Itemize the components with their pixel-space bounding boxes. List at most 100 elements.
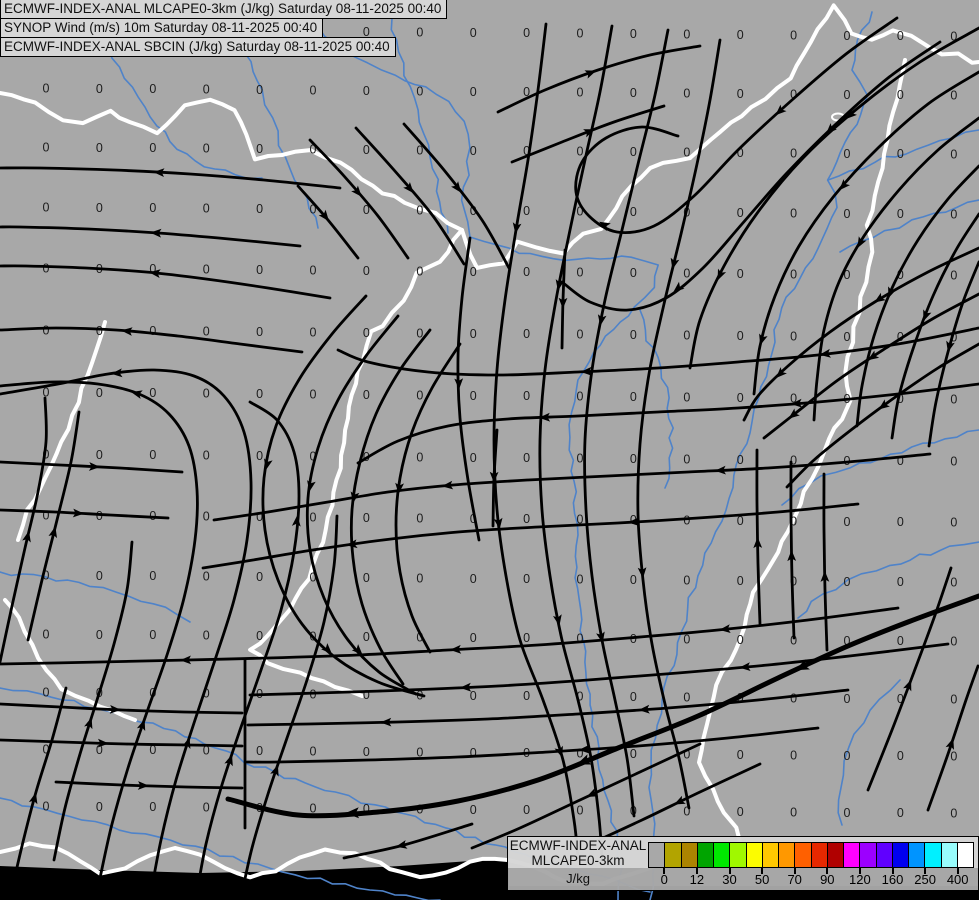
station-value-label: 0 bbox=[363, 511, 370, 525]
wind-streamline-path bbox=[8, 686, 68, 900]
streamline-arrowhead bbox=[845, 108, 857, 119]
streamline-arrowhead bbox=[72, 508, 84, 518]
legend-swatch bbox=[649, 843, 665, 867]
station-value-label: 0 bbox=[897, 147, 904, 161]
station-value-label: 0 bbox=[149, 386, 156, 400]
legend-swatch bbox=[778, 843, 795, 867]
legend-tick-label: 12 bbox=[689, 872, 705, 887]
station-value-label: 0 bbox=[256, 263, 263, 277]
streamline-arrowhead bbox=[553, 614, 562, 626]
streamline-arrowhead bbox=[449, 644, 462, 654]
wind-streamline-path bbox=[248, 642, 950, 697]
station-value-label: 0 bbox=[43, 140, 50, 154]
station-value-label: 0 bbox=[256, 83, 263, 97]
wind-streamline-path bbox=[212, 452, 932, 522]
station-value-label: 0 bbox=[310, 450, 317, 464]
streamline-arrowhead bbox=[903, 679, 912, 692]
station-value-label: 0 bbox=[363, 25, 370, 39]
station-value-label: 0 bbox=[577, 632, 584, 646]
streamline-arrowhead bbox=[819, 348, 831, 358]
station-value-label: 0 bbox=[149, 82, 156, 96]
outside-domain-region bbox=[0, 860, 509, 900]
station-value-label: 0 bbox=[844, 575, 851, 589]
station-value-label: 0 bbox=[470, 85, 477, 99]
streamline-arrowhead bbox=[945, 738, 954, 750]
station-value-label: 0 bbox=[363, 802, 370, 816]
streamline-arrowhead bbox=[878, 399, 890, 410]
station-value-label: 0 bbox=[149, 569, 156, 583]
wind-streamline-path bbox=[785, 342, 979, 489]
station-value-label: 0 bbox=[96, 743, 103, 757]
legend-swatch bbox=[891, 843, 908, 867]
streamline-arrowhead bbox=[454, 378, 464, 390]
station-value-label: 0 bbox=[96, 141, 103, 155]
station-value-label: 0 bbox=[363, 388, 370, 402]
streamline-arrowhead bbox=[489, 471, 499, 483]
station-value-label: 0 bbox=[790, 514, 797, 528]
station-value-label: 0 bbox=[630, 690, 637, 704]
river-path bbox=[837, 679, 901, 826]
station-value-label: 0 bbox=[737, 514, 744, 528]
station-value-label: 0 bbox=[844, 88, 851, 102]
station-value-label: 0 bbox=[363, 84, 370, 98]
legend-swatch bbox=[696, 843, 713, 867]
title-line-sbcin: ECMWF-INDEX-ANAL SBCIN (J/kg) Saturday 0… bbox=[0, 37, 396, 57]
streamline-arrowhead bbox=[307, 480, 316, 492]
station-value-label: 0 bbox=[844, 515, 851, 529]
station-value-label: 0 bbox=[203, 325, 210, 339]
station-value-label: 0 bbox=[310, 571, 317, 585]
station-value-label: 0 bbox=[523, 85, 530, 99]
station-value-label: 0 bbox=[844, 330, 851, 344]
station-value-label: 0 bbox=[950, 807, 957, 821]
streamline-arrowhead bbox=[673, 281, 685, 293]
wind-streamline-path bbox=[574, 16, 899, 235]
station-value-label: 0 bbox=[737, 453, 744, 467]
color-legend: ECMWF-INDEX-ANAL MLCAPE0-3km J/kg 0 12 30 5… bbox=[507, 836, 979, 891]
legend-swatch bbox=[810, 843, 827, 867]
station-value-label: 0 bbox=[737, 28, 744, 42]
legend-tick-mark bbox=[826, 868, 829, 874]
station-value-label: 0 bbox=[256, 570, 263, 584]
station-value-label: 0 bbox=[577, 86, 584, 100]
streamline-arrowhead bbox=[97, 738, 109, 748]
streamline-arrowhead bbox=[787, 550, 797, 562]
wind-streamline-path bbox=[0, 368, 253, 900]
wind-streamline-path bbox=[0, 606, 900, 666]
station-value-label: 0 bbox=[43, 323, 50, 337]
station-value-label: 0 bbox=[149, 800, 156, 814]
station-value-label: 0 bbox=[630, 390, 637, 404]
streamline-arrowhead bbox=[451, 181, 462, 193]
wind-streamline-path bbox=[305, 314, 418, 696]
wind-streamline-path bbox=[0, 738, 244, 748]
station-value-label: 0 bbox=[577, 690, 584, 704]
station-value-label: 0 bbox=[256, 202, 263, 216]
station-value-label: 0 bbox=[630, 205, 637, 219]
wind-streamline-path bbox=[496, 44, 702, 114]
station-value-label: 0 bbox=[577, 145, 584, 159]
wind-streamline-path bbox=[866, 566, 953, 792]
wind-streamline-path bbox=[456, 236, 481, 542]
streamline-arrowhead bbox=[351, 644, 363, 655]
station-value-label: 0 bbox=[470, 512, 477, 526]
legend-swatch bbox=[908, 843, 925, 867]
station-value-label: 0 bbox=[416, 450, 423, 464]
title-line-mlcape: ECMWF-INDEX-ANAL MLCAPE0-3km (J/kg) Satu… bbox=[0, 0, 448, 19]
wind-streamline-path bbox=[742, 246, 979, 422]
station-value-label: 0 bbox=[363, 688, 370, 702]
streamline-arrowhead bbox=[131, 390, 143, 399]
station-value-label: 0 bbox=[683, 691, 690, 705]
country-border-path bbox=[0, 91, 464, 232]
streamline-arrowhead bbox=[584, 70, 597, 79]
streamline-arrowhead bbox=[839, 179, 850, 191]
wind-streamline-path bbox=[0, 225, 302, 248]
streamline-arrowhead bbox=[318, 209, 329, 222]
station-value-label: 0 bbox=[844, 692, 851, 706]
station-value-label: 0 bbox=[470, 631, 477, 645]
legend-tick-mark bbox=[956, 868, 959, 874]
station-value-label: 0 bbox=[630, 632, 637, 646]
wind-streamline-path bbox=[586, 762, 762, 847]
legend-tick-mark bbox=[728, 868, 731, 874]
wind-streamline-path bbox=[855, 164, 979, 428]
station-value-label: 0 bbox=[630, 145, 637, 159]
station-value-label: 0 bbox=[363, 745, 370, 759]
